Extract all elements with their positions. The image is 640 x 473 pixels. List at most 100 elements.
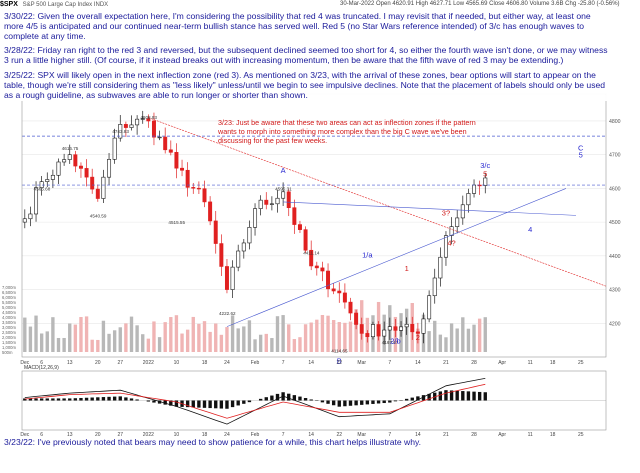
candle-body (157, 136, 162, 139)
candle-body (107, 159, 112, 178)
price-point-label: 4565.68 (34, 186, 51, 191)
x-tick-label: Apr (498, 360, 506, 366)
macd-histogram-bar (309, 399, 313, 401)
candle-body (213, 220, 218, 244)
macd-histogram-bar (84, 397, 89, 401)
price-tick-label: 4400 (609, 254, 621, 260)
macd-histogram-bar (421, 395, 426, 401)
wave-label: 3/c (480, 161, 490, 170)
candle-body (28, 213, 33, 220)
macd-histogram-bar (275, 393, 280, 401)
wave-label: 5 (579, 150, 583, 159)
volume-bar (56, 337, 61, 352)
macd-histogram-bar (264, 397, 268, 401)
note-3-30: 3/30/22: Given the overall expectation h… (4, 11, 609, 42)
candle-body (112, 137, 117, 160)
candle-body (219, 243, 224, 267)
macd-histogram-bar (258, 398, 263, 401)
volume-bar (292, 339, 297, 352)
macd-x-tick-label: 28 (471, 432, 477, 438)
candle-body (202, 188, 207, 203)
wave-label: 1 (405, 264, 409, 273)
candle-body (472, 184, 477, 194)
candle-body (151, 120, 156, 138)
candle-body (404, 323, 409, 328)
x-tick-label: 14 (415, 360, 421, 366)
volume-axis-label: 5,500m (2, 300, 16, 305)
volume-bar (208, 331, 212, 352)
volume-bar (472, 324, 476, 352)
volume-bar (466, 328, 471, 352)
candle-body (309, 249, 314, 267)
volume-bar (461, 317, 465, 352)
volume-bar (438, 334, 443, 352)
x-tick-label: Feb (251, 360, 260, 366)
macd-histogram-bar (169, 400, 173, 406)
price-point-label: 4222.62 (219, 311, 236, 316)
volume-bar (135, 325, 139, 352)
volume-bar (197, 323, 201, 352)
price-tick-label: 4500 (609, 220, 621, 226)
x-tick-label: 22 (336, 360, 342, 366)
symbol-description: S&P 500 Large Cap Index INDX (22, 2, 109, 8)
x-tick-label: 6 (40, 360, 43, 366)
macd-histogram-bar (39, 398, 44, 401)
price-tick-label: 4300 (609, 288, 621, 294)
macd-histogram-bar (483, 392, 487, 401)
macd-x-tick-label: 6 (40, 432, 43, 438)
x-tick-label: 11 (528, 360, 533, 366)
candle-body (410, 323, 415, 333)
macd-histogram-bar (146, 400, 151, 402)
candle-body (443, 235, 448, 258)
macd-x-tick-label: 20 (95, 432, 101, 438)
x-tick-label: 18 (550, 360, 556, 366)
volume-axis-label: 1,500m (2, 340, 16, 345)
volume-bar (326, 315, 330, 352)
macd-histogram-bar (96, 397, 100, 401)
candle-body (230, 266, 235, 290)
x-tick-label: Mar (357, 360, 366, 366)
x-tick-label: 18 (202, 360, 208, 366)
price-tick-label: 4200 (609, 321, 621, 327)
candle-body (196, 187, 201, 190)
macd-histogram-bar (56, 398, 61, 401)
candle-body (370, 324, 375, 338)
candle-body (387, 326, 392, 331)
volume-bar (258, 334, 263, 352)
macd-histogram-bar (270, 395, 274, 401)
volume-bar (236, 328, 240, 352)
candle-body (466, 193, 471, 206)
price-tick-label: 4800 (609, 119, 621, 125)
candle-body (101, 176, 106, 199)
volume-bar (51, 317, 55, 352)
candle-body (174, 152, 179, 169)
wave-label: A (281, 166, 286, 175)
wave-label: 3? (442, 208, 450, 217)
macd-histogram-bar (118, 396, 122, 401)
candle-body (427, 295, 432, 320)
volume-bar (264, 333, 268, 352)
macd-histogram-bar (292, 395, 297, 401)
signal-line (24, 383, 486, 419)
x-tick-label: 10 (174, 360, 180, 366)
candle-body (393, 326, 398, 331)
wave-label: B (337, 357, 342, 366)
volume-bar (427, 331, 431, 352)
candle-body (84, 168, 89, 178)
macd-histogram-bar (124, 397, 128, 401)
macd-histogram-bar (73, 398, 78, 401)
macd-histogram-bar (62, 398, 66, 401)
x-tick-label: Dec (20, 360, 29, 366)
macd-x-tick-label: 22 (336, 432, 342, 438)
candle-body (438, 256, 443, 279)
candle-body (50, 174, 55, 180)
volume-bar (303, 324, 308, 352)
volume-axis-label: 6,500m (2, 290, 16, 295)
macd-x-tick-label: 25 (578, 432, 584, 438)
macd-title: MACD(12,26,9) (24, 365, 59, 371)
note-3-25: 3/25/22: SPX will likely open in the nex… (4, 70, 609, 101)
volume-axis-label: 6,000m (2, 295, 16, 300)
volume-bar (449, 323, 454, 352)
